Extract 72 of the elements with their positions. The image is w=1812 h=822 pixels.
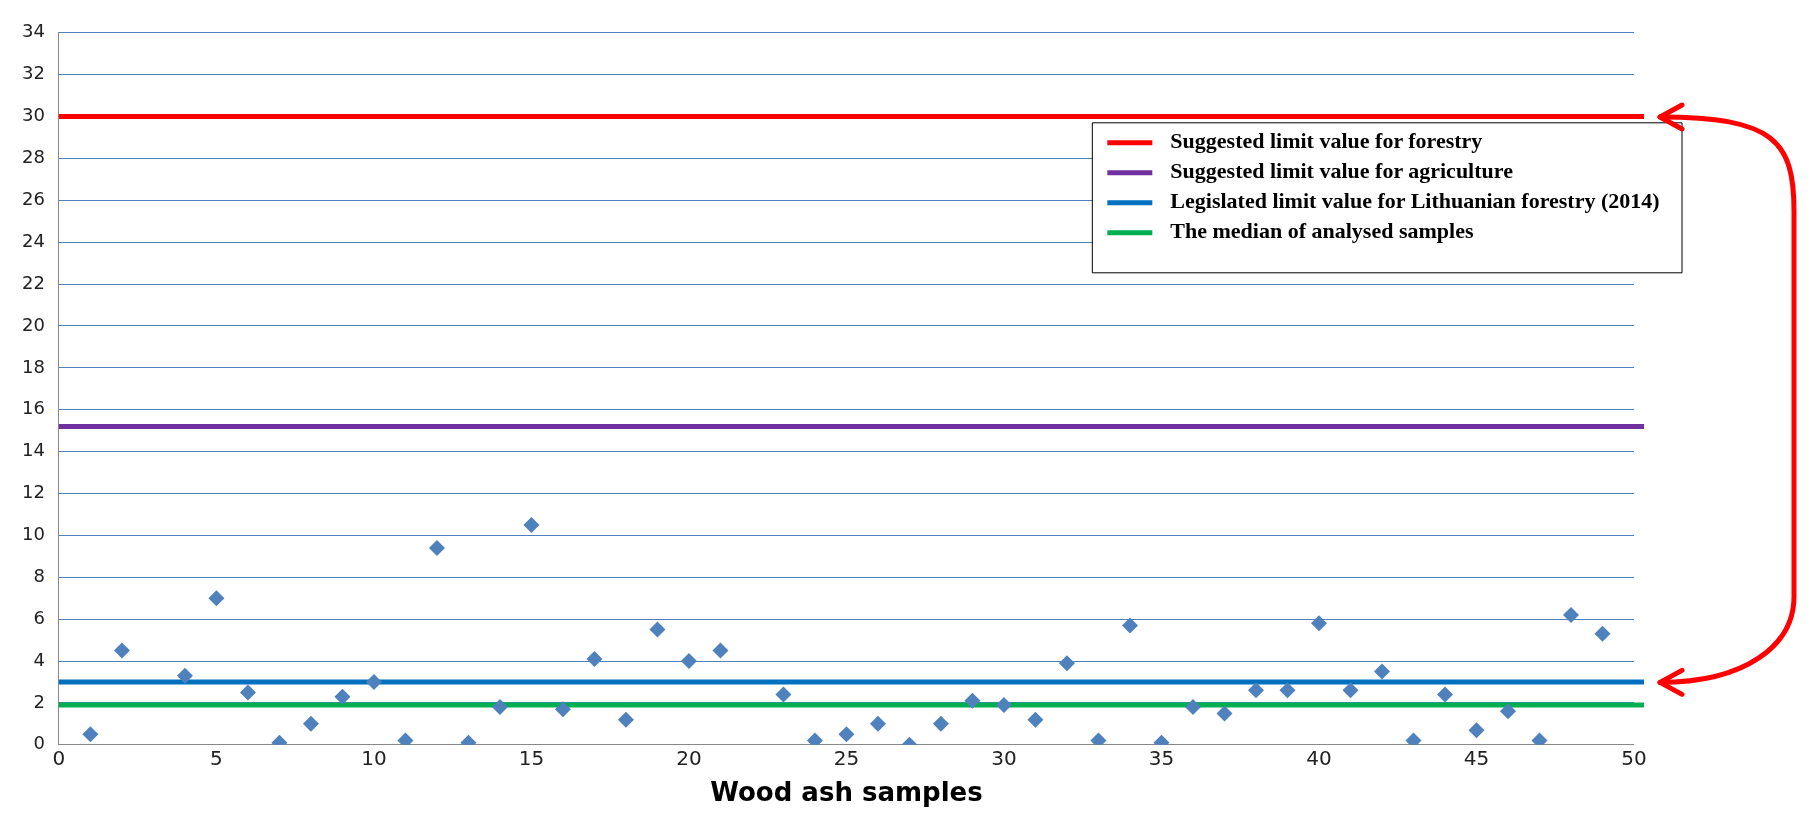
point (838, 726, 855, 743)
point (1373, 663, 1390, 680)
point (428, 539, 445, 556)
point (239, 684, 256, 701)
y-tick-label: 18 (22, 355, 45, 377)
y-tick-label: 16 (22, 397, 45, 419)
x-tick-label: 5 (210, 746, 223, 770)
point (649, 621, 666, 638)
x-tick-label: 30 (991, 746, 1017, 770)
point (334, 688, 351, 705)
point (1594, 625, 1611, 642)
point (775, 686, 792, 703)
point (491, 699, 508, 716)
point (1247, 682, 1264, 699)
y-tick-label: 30 (22, 104, 45, 126)
point (932, 715, 949, 732)
point (176, 667, 193, 684)
legend-label: Legislated limit value for Lithuanian forestry (2014) (1170, 188, 1660, 214)
y-tick-label: 10 (22, 523, 45, 545)
x-tick-label: 25 (833, 746, 860, 770)
point (617, 711, 634, 728)
point (1563, 606, 1579, 623)
point (1184, 699, 1201, 716)
y-tick-label: 12 (22, 481, 45, 503)
point (712, 642, 729, 659)
y-tick-label: 24 (22, 229, 45, 251)
x-tick-label: 50 (1621, 746, 1647, 770)
point (1310, 615, 1327, 632)
x-tick-label: 15 (518, 746, 545, 770)
y-tick-label: 26 (22, 188, 45, 209)
point (302, 715, 319, 732)
point (1499, 703, 1516, 720)
y-tick-label: 34 (22, 20, 45, 42)
legend-label: Suggested limit value for agriculture (1170, 158, 1514, 184)
point (1027, 711, 1044, 728)
point (869, 715, 886, 732)
y-tick-label: 20 (22, 313, 45, 335)
y-tick-label: 28 (22, 146, 45, 168)
point (680, 653, 697, 670)
y-tick-label: 6 (33, 606, 45, 628)
point (523, 516, 540, 533)
y-tick-label: 8 (33, 564, 45, 586)
y-tick-label: 22 (22, 271, 45, 293)
point (1436, 686, 1453, 703)
point (1121, 617, 1138, 634)
point (1058, 655, 1075, 672)
point (586, 650, 603, 667)
legend-label: Suggested limit value for forestry (1170, 128, 1483, 154)
y-tick-label: 0 (33, 732, 45, 754)
x-tick-label: 20 (676, 746, 702, 770)
x-tick-label: 40 (1306, 746, 1332, 770)
point (113, 642, 130, 659)
point (365, 673, 382, 690)
point (1279, 682, 1296, 699)
y-tick-label: 2 (33, 690, 45, 712)
x-tick-label: 0 (52, 746, 66, 770)
x-axis-title: Wood ash samples (710, 777, 983, 808)
point (1342, 682, 1359, 699)
point (208, 590, 225, 607)
point (554, 701, 571, 718)
y-tick-label: 32 (22, 62, 45, 84)
y-tick-label: 14 (22, 439, 45, 461)
point (82, 726, 99, 743)
x-tick-label: 45 (1463, 746, 1490, 770)
x-tick-label: 35 (1148, 746, 1175, 770)
x-tick-label: 10 (361, 746, 387, 770)
point (1468, 722, 1485, 739)
legend-label: The median of analysed samples (1170, 218, 1474, 244)
y-tick-label: 4 (33, 648, 45, 670)
point (1216, 705, 1233, 722)
point (964, 692, 981, 709)
point (995, 697, 1012, 714)
